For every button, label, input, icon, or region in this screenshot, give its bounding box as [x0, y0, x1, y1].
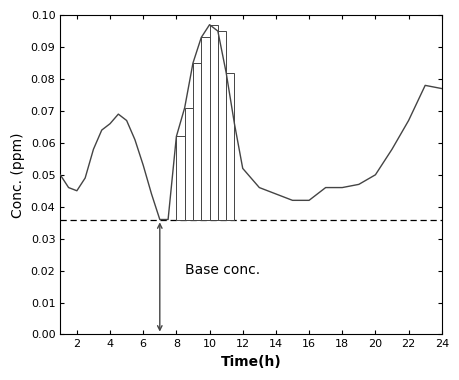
- Bar: [218, 31, 226, 220]
- Text: Base conc.: Base conc.: [184, 263, 259, 277]
- Bar: [209, 25, 218, 220]
- Bar: [201, 38, 209, 220]
- Y-axis label: Conc. (ppm): Conc. (ppm): [11, 132, 25, 217]
- Bar: [176, 136, 184, 220]
- Bar: [184, 108, 192, 220]
- Bar: [192, 63, 201, 220]
- Bar: [226, 73, 234, 220]
- X-axis label: Time(h): Time(h): [220, 355, 281, 369]
